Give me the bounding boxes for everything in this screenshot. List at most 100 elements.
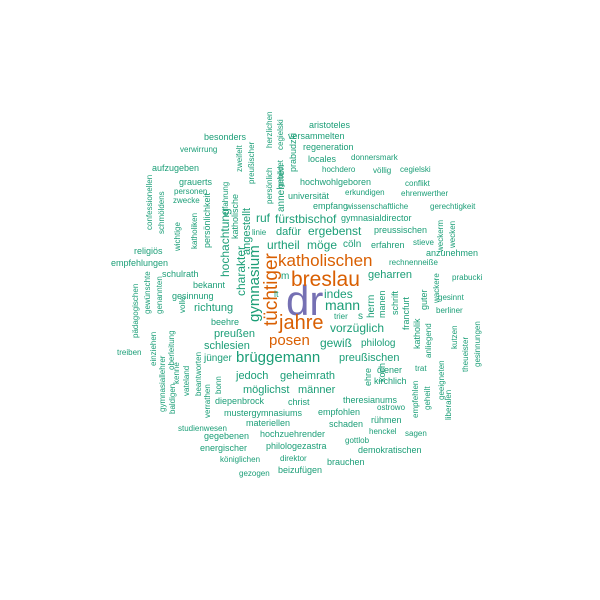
cloud-word: brauchen	[327, 457, 365, 467]
cloud-word: schaden	[329, 419, 364, 429]
cloud-word: aufzugeben	[152, 163, 200, 173]
cloud-word: henckel	[369, 427, 397, 436]
cloud-word: wackere	[432, 273, 441, 303]
cloud-word: brüggemann	[236, 349, 321, 366]
cloud-word: schlesien	[204, 340, 250, 352]
cloud-word: kutzen	[450, 325, 459, 349]
cloud-word: annehmen	[276, 164, 287, 212]
cloud-word: energischer	[200, 443, 248, 453]
cloud-word: theueister	[461, 336, 470, 372]
cloud-word: gegebenen	[204, 431, 250, 441]
cloud-word: linie	[252, 228, 267, 237]
cloud-word: gesinnt	[438, 293, 464, 302]
cloud-word: materiellen	[246, 418, 291, 428]
cloud-word: personen	[174, 187, 208, 196]
cloud-word: stieve	[413, 238, 434, 247]
cloud-word: mann	[325, 297, 361, 313]
cloud-word: confessionellen	[145, 174, 154, 230]
cloud-word: bekannt	[193, 280, 226, 290]
cloud-word: möge	[307, 238, 338, 252]
cloud-word: angestellt	[241, 207, 253, 255]
cloud-word: preußischen	[339, 352, 400, 364]
cloud-word: verwirrung	[180, 145, 218, 154]
cloud-word: katholischen	[278, 251, 373, 270]
cloud-word: empfang	[313, 201, 349, 211]
cloud-word: treiben	[117, 348, 142, 357]
cloud-word: universität	[288, 191, 330, 201]
cloud-word: donnersmark	[351, 153, 398, 162]
cloud-word: dr	[286, 277, 324, 324]
cloud-word: männer	[298, 384, 336, 396]
cloud-word: gewünschte	[143, 271, 152, 314]
cloud-word: kenne	[172, 362, 181, 384]
cloud-word: lt	[274, 289, 279, 299]
cloud-word: gymnasialdirector	[341, 213, 412, 223]
cloud-word: ostrowo	[377, 403, 406, 412]
cloud-word: vorzüglich	[330, 321, 385, 335]
cloud-word: grauerts	[179, 177, 213, 187]
cloud-word: direktor	[280, 454, 307, 463]
cloud-word: erkundigen	[345, 188, 385, 197]
cloud-word: geharren	[368, 269, 413, 281]
cloud-word: diener	[377, 365, 403, 375]
cloud-word: pädagogischen	[131, 283, 140, 338]
cloud-word: gerechtigkeit	[430, 202, 476, 211]
cloud-word: anliegend	[424, 323, 433, 358]
cloud-word: demokratischen	[358, 445, 422, 455]
cloud-word: zweifelt	[235, 145, 244, 172]
cloud-word: mustergymnasiums	[224, 408, 303, 418]
cloud-word: beizufügen	[278, 465, 323, 475]
cloud-word: versammelten	[288, 131, 345, 141]
cloud-word: gymnasiallehrer	[158, 355, 167, 412]
cloud-word: ehre	[363, 367, 373, 386]
cloud-word: jahre	[279, 312, 324, 334]
cloud-word: liberalen	[444, 389, 453, 420]
cloud-word: christ	[288, 397, 310, 407]
cloud-word: empfehlungen	[111, 258, 169, 268]
cloud-word: rechnenneiße	[389, 258, 438, 267]
cloud-word: herrn	[366, 294, 377, 318]
cloud-word: manen	[377, 290, 387, 318]
cloud-word: persönlich	[265, 167, 274, 204]
cloud-word: empfehlen	[411, 380, 420, 418]
cloud-word: regeneration	[303, 142, 354, 152]
cloud-word: urtheil	[267, 238, 300, 252]
cloud-word: gewiß	[320, 336, 353, 350]
cloud-word: katholik	[412, 318, 422, 349]
cloud-word: philolog	[361, 338, 396, 349]
cloud-word: ehrenwerther	[401, 189, 449, 198]
cloud-word: francfurt	[401, 296, 411, 330]
cloud-word: preussischen	[374, 225, 428, 235]
cloud-word: königlichen	[220, 455, 261, 464]
cloud-word: genannten	[155, 276, 164, 314]
cloud-word: jünger	[204, 353, 232, 364]
cloud-word: cöln	[343, 239, 362, 250]
cloud-word: locales	[308, 154, 337, 164]
cloud-word: indes	[324, 287, 353, 301]
cloud-word: sagen	[405, 429, 427, 438]
cloud-word: jedoch	[236, 370, 269, 382]
cloud-word: vateland	[182, 365, 191, 396]
cloud-word: empfohlen	[318, 407, 361, 417]
cloud-word: ergebenst	[308, 224, 362, 238]
cloud-word: gezogen	[239, 469, 270, 478]
cloud-word: hochdero	[322, 165, 356, 174]
cloud-word: persönlichkeit	[202, 192, 212, 248]
cloud-word: theresianums	[343, 395, 398, 405]
cloud-word: weckerm	[436, 219, 445, 252]
cloud-word: geheimrath	[280, 370, 336, 382]
cloud-word: gymnasium	[246, 245, 263, 322]
cloud-word: trier	[334, 312, 348, 321]
cloud-word: verrathen	[203, 384, 212, 418]
cloud-word: gottlob	[345, 436, 370, 445]
cloud-word: hochwohlgeboren	[300, 177, 372, 187]
cloud-word: beehre	[211, 317, 240, 327]
cloud-word: dafür	[276, 226, 302, 238]
cloud-word: diepenbrock	[215, 396, 265, 406]
cloud-word: schrift	[390, 290, 400, 315]
cloud-word: volle	[178, 296, 187, 313]
cloud-word: richtung	[194, 302, 234, 314]
cloud-word: ruf	[256, 211, 271, 225]
cloud-word: einziehen	[149, 331, 158, 366]
cloud-word: gesinnung	[172, 291, 214, 301]
